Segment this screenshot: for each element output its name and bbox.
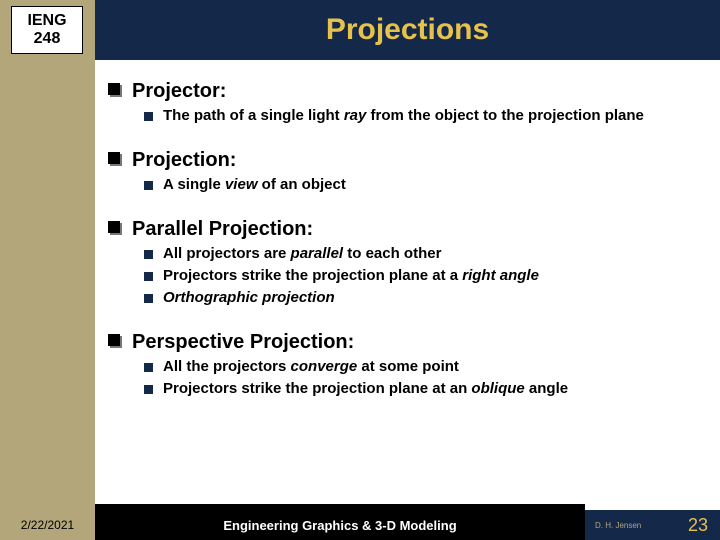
- list-item: Projectors strike the projection plane a…: [144, 267, 708, 285]
- bullet-large-icon: [108, 334, 122, 348]
- item-text: The path of a single light ray from the …: [163, 107, 644, 125]
- section-heading: Projection:: [108, 147, 708, 172]
- bullet-large-icon: [108, 152, 122, 166]
- bullet-small-icon: [144, 363, 153, 372]
- course-code-line1: IENG: [27, 12, 66, 30]
- item-text: All projectors are parallel to each othe…: [163, 245, 441, 263]
- bullet-small-icon: [144, 272, 153, 281]
- heading-text: Parallel Projection:: [132, 218, 313, 241]
- item-text: All the projectors converge at some poin…: [163, 358, 459, 376]
- slide-title: Projections: [326, 13, 489, 47]
- list-item: Orthographic projection: [144, 289, 708, 307]
- item-text: Orthographic projection: [163, 289, 335, 307]
- item-text: A single view of an object: [163, 176, 346, 194]
- course-code-line2: 248: [34, 30, 61, 48]
- list-item: A single view of an object: [144, 176, 708, 194]
- bullet-small-icon: [144, 294, 153, 303]
- heading-text: Projector:: [132, 80, 226, 103]
- footer-author: D. H. Jensen: [595, 521, 641, 530]
- course-code-box: IENG 248: [11, 6, 83, 54]
- list-item: Projectors strike the projection plane a…: [144, 380, 708, 398]
- footer-subtitle-box: Engineering Graphics & 3-D Modeling: [95, 510, 585, 540]
- sidebar: [0, 0, 95, 540]
- content-area: Projector: The path of a single light ra…: [108, 70, 708, 400]
- title-bar: Projections: [95, 0, 720, 60]
- footer-date-box: 2/22/2021: [0, 510, 95, 540]
- footer-date: 2/22/2021: [21, 518, 74, 532]
- heading-text: Projection:: [132, 149, 236, 172]
- list-item: The path of a single light ray from the …: [144, 107, 708, 125]
- list-item: All the projectors converge at some poin…: [144, 358, 708, 376]
- footer-right-box: D. H. Jensen 23: [585, 510, 720, 540]
- section-heading: Parallel Projection:: [108, 216, 708, 241]
- footer-subtitle: Engineering Graphics & 3-D Modeling: [223, 518, 456, 533]
- bullet-small-icon: [144, 181, 153, 190]
- bullet-large-icon: [108, 83, 122, 97]
- bullet-small-icon: [144, 385, 153, 394]
- section-heading: Projector:: [108, 78, 708, 103]
- section-heading: Perspective Projection:: [108, 329, 708, 354]
- footer: 2/22/2021 Engineering Graphics & 3-D Mod…: [0, 510, 720, 540]
- footer-page-number: 23: [688, 515, 708, 536]
- bullet-large-icon: [108, 221, 122, 235]
- slide: IENG 248 Projections Projector: The path…: [0, 0, 720, 540]
- heading-text: Perspective Projection:: [132, 331, 354, 354]
- list-item: All projectors are parallel to each othe…: [144, 245, 708, 263]
- item-text: Projectors strike the projection plane a…: [163, 267, 539, 285]
- bullet-small-icon: [144, 250, 153, 259]
- item-text: Projectors strike the projection plane a…: [163, 380, 568, 398]
- bullet-small-icon: [144, 112, 153, 121]
